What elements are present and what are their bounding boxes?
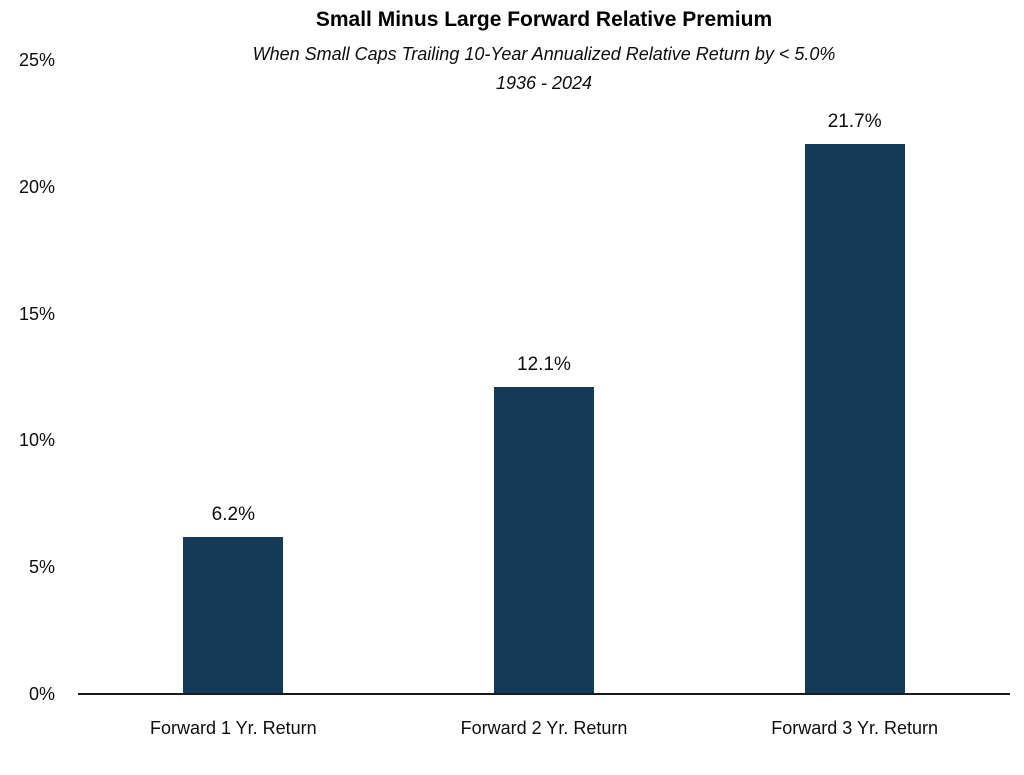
bar-value-label: 21.7% [827,110,882,132]
y-tick-label: 15% [18,303,55,324]
bar-3 [804,143,905,693]
bar-1 [183,536,284,693]
y-tick-label: 0% [28,684,55,704]
y-tick-label: 10% [18,430,55,451]
chart-subtitle-years: 1936 - 2024 [495,73,593,93]
y-tick-label: 20% [18,176,55,197]
bar-value-label: 6.2% [211,503,255,525]
x-category-label: Forward 3 Yr. Return [771,718,939,738]
x-category-label: Forward 2 Yr. Return [460,718,628,738]
chart-title: Small Minus Large Forward Relative Premi… [315,8,773,31]
y-tick-label: 5% [28,557,55,578]
y-tick-label: 25% [18,50,55,70]
x-category-label: Forward 1 Yr. Return [149,718,317,738]
bar-2 [494,387,594,693]
chart-subtitle: When Small Caps Trailing 10-Year Annuali… [252,44,836,64]
x-axis-line [78,693,1010,695]
bar-value-label: 12.1% [517,354,571,376]
